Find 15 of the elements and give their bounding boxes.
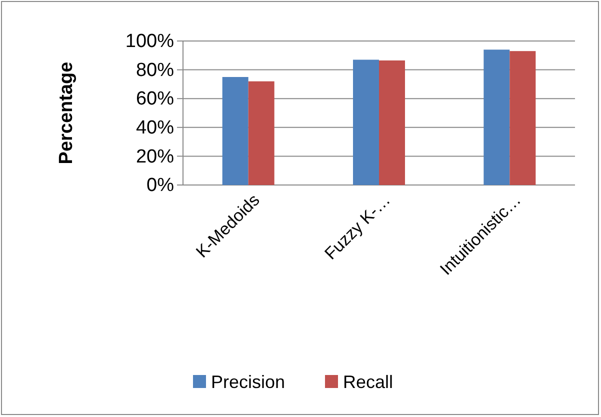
y-tick-label: 40% [136,117,174,138]
bar [379,60,405,185]
bar [510,51,536,185]
bar [484,50,510,185]
y-tick-label: 80% [136,60,174,81]
bar [222,77,248,185]
y-axis-title: Percentage [56,62,77,164]
y-tick-label: 100% [125,31,174,52]
y-tick-label: 60% [136,88,174,110]
y-tick-label: 20% [136,146,174,168]
bar [353,60,379,185]
legend-label: Precision [211,372,286,392]
y-tick-label: 0% [146,175,174,196]
bar [248,81,274,185]
legend-label: Recall [343,372,394,392]
